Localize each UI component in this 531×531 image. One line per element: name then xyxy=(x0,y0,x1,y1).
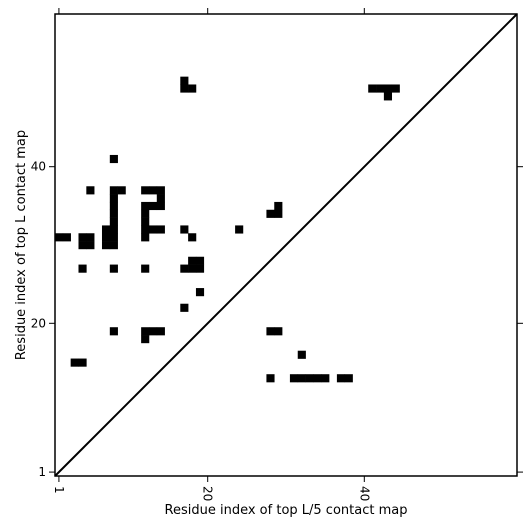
contact-cell xyxy=(117,186,126,195)
contact-cell xyxy=(180,76,189,85)
contact-cell xyxy=(321,374,330,383)
contact-cell xyxy=(109,264,118,273)
plot-frame xyxy=(54,13,518,477)
contact-cell xyxy=(70,358,79,367)
contact-cell xyxy=(188,233,197,242)
contact-cell xyxy=(180,303,189,312)
contact-cell xyxy=(289,374,299,383)
contact-cell xyxy=(78,358,87,367)
contact-cell xyxy=(78,264,87,273)
contact-cell xyxy=(86,233,95,242)
contact-cell xyxy=(62,233,71,242)
contact-cell xyxy=(376,84,385,93)
contact-cell xyxy=(55,233,64,242)
contact-cell xyxy=(391,84,400,93)
contact-cell xyxy=(86,241,95,250)
contact-cell xyxy=(313,374,322,383)
contact-cell xyxy=(148,225,158,234)
y-axis-title: Residue index of top L contact map xyxy=(14,130,29,360)
contact-cell xyxy=(195,288,205,297)
contact-cell xyxy=(109,217,118,226)
contact-cell xyxy=(109,201,118,211)
contact-cell xyxy=(148,186,158,195)
contact-cell xyxy=(235,225,244,234)
contact-cell xyxy=(266,327,275,336)
contact-cell xyxy=(195,264,205,273)
contact-cell xyxy=(109,241,118,250)
contact-cell xyxy=(141,233,150,242)
contact-cell xyxy=(141,225,150,234)
contact-cell xyxy=(180,84,189,93)
y-tick-label: 40 xyxy=(31,160,46,174)
contact-cell xyxy=(156,201,165,211)
contact-cell xyxy=(141,327,150,336)
contact-cell xyxy=(266,374,275,383)
x-tick-label: 40 xyxy=(357,486,371,501)
contact-cell xyxy=(109,154,118,164)
contact-cell xyxy=(141,264,150,273)
contact-cell xyxy=(141,209,150,218)
contact-cell xyxy=(86,186,95,195)
contact-cell xyxy=(305,374,314,383)
contact-cell xyxy=(180,225,189,234)
contact-cell xyxy=(141,201,150,211)
contact-cell xyxy=(78,233,87,242)
contact-cell xyxy=(141,186,150,195)
contact-cell xyxy=(195,256,205,265)
contact-cell xyxy=(297,374,306,383)
contact-cell xyxy=(109,209,118,218)
contact-cell xyxy=(101,233,111,242)
contact-cell xyxy=(180,264,189,273)
cells-layer xyxy=(55,76,400,383)
ticks-layer: 1 20 40 1 20 40 xyxy=(31,8,523,501)
contact-cell xyxy=(156,327,165,336)
contact-cell xyxy=(344,374,353,383)
contact-cell xyxy=(188,256,197,265)
contact-cell xyxy=(274,201,283,211)
contact-cell xyxy=(188,84,197,93)
contact-cell xyxy=(383,84,393,93)
x-tick-label: 1 xyxy=(52,486,66,494)
contact-cell xyxy=(148,327,158,336)
x-tick-label: 20 xyxy=(201,486,215,501)
contact-cell xyxy=(297,350,306,359)
contact-cell xyxy=(141,335,150,344)
y-tick-label: 20 xyxy=(31,316,46,330)
contact-cell xyxy=(109,233,118,242)
diagonal-line xyxy=(54,13,518,477)
y-tick-label: 1 xyxy=(38,465,46,479)
contact-cell xyxy=(188,264,197,273)
contact-cell xyxy=(274,327,283,336)
contact-cell xyxy=(336,374,346,383)
contact-cell xyxy=(101,225,111,234)
contact-cell xyxy=(109,225,118,234)
contact-cell xyxy=(156,186,165,195)
x-axis-title: Residue index of top L/5 contact map xyxy=(165,503,408,518)
contact-cell xyxy=(109,186,118,195)
contact-cell xyxy=(109,194,118,203)
contact-cell xyxy=(101,241,111,250)
contact-cell xyxy=(156,194,165,203)
contact-cell xyxy=(156,225,165,234)
contact-cell xyxy=(383,92,393,101)
contact-cell xyxy=(148,201,158,211)
contact-cell xyxy=(274,209,283,218)
contact-cell xyxy=(109,327,118,336)
contact-cell xyxy=(368,84,377,93)
contact-cell xyxy=(266,209,275,218)
contact-cell xyxy=(141,217,150,226)
contact-cell xyxy=(78,241,87,250)
